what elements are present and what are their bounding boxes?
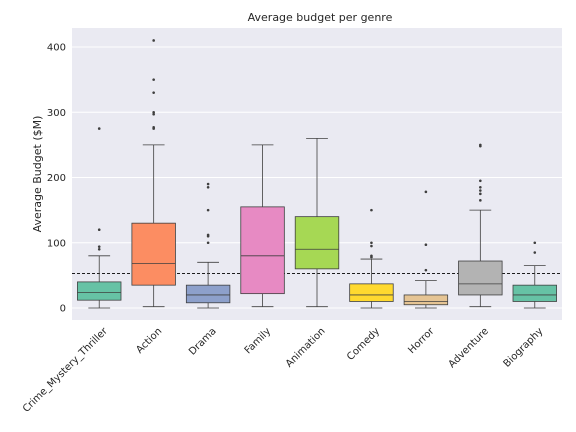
box-family bbox=[240, 144, 285, 308]
box-iqr bbox=[294, 216, 340, 270]
outlier-point bbox=[152, 112, 155, 116]
y-tick-label: 400 bbox=[47, 43, 66, 54]
chart-title: Average budget per genre bbox=[248, 11, 393, 24]
outlier-point bbox=[479, 199, 482, 202]
outlier-point bbox=[152, 91, 155, 94]
x-tick-label: Action bbox=[134, 326, 164, 356]
box-biography bbox=[512, 241, 557, 309]
x-tick-labels: Crime_Mystery_Thriller Action Drama Family A… bbox=[21, 325, 546, 415]
box-iqr bbox=[403, 294, 449, 306]
outlier-point bbox=[370, 241, 373, 245]
outlier-point bbox=[479, 192, 482, 196]
boxes-group bbox=[77, 39, 557, 309]
outlier-point bbox=[206, 185, 210, 189]
box-action bbox=[131, 39, 176, 308]
outlier-point bbox=[479, 185, 482, 189]
outlier-point bbox=[424, 243, 428, 247]
outlier-point bbox=[424, 190, 428, 194]
y-tick-label: 0 bbox=[60, 304, 66, 315]
outlier-point bbox=[370, 208, 373, 212]
x-tick-label: Horror bbox=[406, 325, 437, 356]
outlier-point bbox=[479, 143, 482, 147]
x-tick-label: Adventure bbox=[447, 326, 491, 370]
box-iqr bbox=[131, 222, 176, 286]
outlier-point bbox=[533, 241, 537, 245]
outlier-point bbox=[370, 244, 373, 248]
y-tick-label: 100 bbox=[47, 238, 66, 249]
outlier-point bbox=[152, 110, 155, 114]
y-tick-label: 200 bbox=[47, 173, 66, 184]
outlier-point bbox=[479, 189, 482, 192]
box-crime-mystery-thriller bbox=[77, 127, 122, 309]
box-iqr bbox=[512, 284, 557, 302]
outlier-point bbox=[97, 127, 101, 130]
box-iqr bbox=[185, 284, 231, 304]
y-tick-labels: 0 100 200 300 400 bbox=[47, 43, 66, 315]
y-tick-label: 300 bbox=[47, 108, 66, 119]
outlier-point bbox=[152, 39, 155, 42]
x-tick-label: Family bbox=[243, 326, 274, 357]
outlier-point bbox=[206, 182, 210, 186]
box-iqr bbox=[458, 260, 503, 296]
box-drama bbox=[185, 182, 231, 309]
outlier-point bbox=[97, 228, 101, 231]
y-axis-label: Average Budget ($M) bbox=[31, 116, 44, 233]
outlier-point bbox=[479, 179, 482, 183]
box-iqr bbox=[77, 281, 122, 301]
outlier-point bbox=[424, 268, 428, 272]
x-tick-label: Animation bbox=[284, 326, 328, 370]
outlier-point bbox=[206, 233, 210, 237]
outlier-point bbox=[206, 208, 210, 212]
x-tick-label: Comedy bbox=[345, 326, 382, 363]
outlier-point bbox=[533, 251, 537, 254]
outlier-point bbox=[370, 254, 373, 258]
outlier-point bbox=[206, 241, 210, 245]
box-comedy bbox=[349, 208, 394, 309]
outlier-point bbox=[97, 245, 101, 248]
outlier-point bbox=[97, 247, 101, 251]
x-tick-label: Drama bbox=[187, 326, 219, 358]
x-tick-label: Biography bbox=[502, 326, 546, 370]
outlier-point bbox=[152, 125, 155, 129]
box-iqr bbox=[349, 283, 394, 302]
x-tick-label: Crime_Mystery_Thriller bbox=[21, 325, 111, 415]
box-horror bbox=[403, 190, 449, 309]
outlier-point bbox=[152, 78, 155, 81]
box-iqr bbox=[240, 206, 285, 295]
box-adventure bbox=[458, 143, 503, 308]
box-animation bbox=[294, 137, 340, 308]
